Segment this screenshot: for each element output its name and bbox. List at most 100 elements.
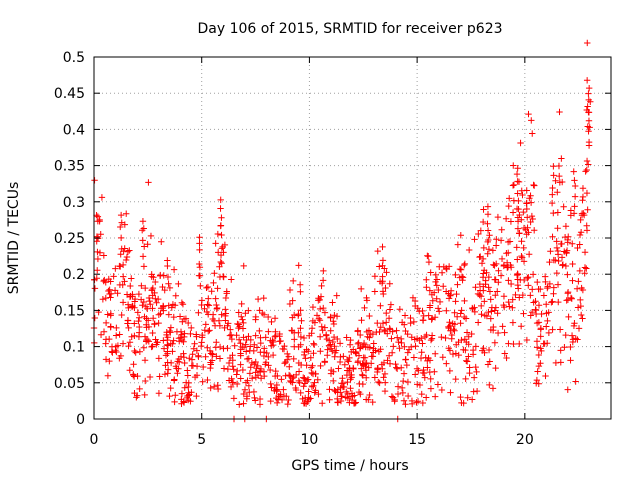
data-point: [484, 203, 492, 210]
data-point: [106, 357, 113, 365]
data-point: [316, 305, 324, 313]
data-point: [428, 332, 436, 339]
data-point: [164, 370, 171, 377]
data-point: [578, 284, 585, 292]
data-point: [139, 237, 146, 244]
data-point: [267, 380, 274, 388]
data-point: [135, 314, 143, 321]
data-point: [344, 356, 351, 364]
data-point: [425, 312, 432, 319]
data-point: [119, 340, 127, 347]
data-point: [382, 327, 389, 335]
y-tick-label: 0.1: [63, 340, 85, 356]
data-point: [549, 184, 556, 192]
data-point: [491, 339, 499, 346]
data-point: [210, 317, 218, 325]
data-point: [402, 356, 409, 363]
data-point: [102, 356, 110, 363]
data-point: [119, 261, 127, 269]
data-point: [517, 139, 524, 147]
data-point: [274, 372, 281, 380]
data-point: [463, 329, 471, 336]
data-point: [520, 208, 527, 216]
data-point: [260, 368, 268, 375]
data-point: [411, 371, 419, 378]
data-point: [463, 357, 470, 364]
data-point: [123, 253, 131, 261]
data-point: [238, 313, 245, 320]
data-point: [480, 206, 487, 213]
data-point: [518, 254, 526, 261]
data-point: [141, 243, 148, 250]
data-point: [191, 340, 198, 347]
data-point: [239, 316, 246, 323]
data-point: [408, 397, 416, 405]
data-point: [514, 178, 521, 185]
data-point: [128, 333, 135, 340]
data-point: [431, 314, 439, 321]
data-point: [229, 357, 236, 364]
data-point: [218, 245, 226, 252]
data-point: [413, 399, 420, 406]
data-point: [216, 322, 224, 329]
data-point: [285, 353, 292, 360]
data-point: [485, 284, 492, 291]
data-point: [568, 332, 576, 339]
data-point: [176, 313, 184, 320]
data-point: [564, 239, 571, 246]
data-point: [117, 234, 125, 242]
data-point: [262, 334, 269, 341]
data-point: [529, 130, 536, 137]
data-point: [163, 328, 170, 336]
data-point: [185, 389, 192, 396]
data-point: [520, 258, 528, 265]
data-point: [283, 393, 290, 400]
data-point: [239, 343, 246, 351]
data-point: [348, 374, 355, 381]
data-point: [300, 374, 307, 381]
data-point: [124, 301, 132, 308]
data-point: [428, 291, 436, 298]
data-point: [317, 293, 325, 300]
data-point: [131, 332, 138, 340]
data-point: [518, 252, 525, 260]
data-point: [450, 326, 457, 333]
data-point: [553, 244, 561, 252]
data-point: [186, 355, 193, 362]
data-point: [242, 341, 249, 348]
data-point: [284, 350, 291, 358]
data-point: [343, 371, 351, 379]
data-point: [210, 279, 217, 287]
data-point: [464, 394, 471, 401]
data-point: [290, 355, 297, 363]
data-point: [490, 261, 497, 268]
data-point: [164, 262, 171, 270]
data-point: [533, 319, 541, 327]
data-point: [357, 331, 364, 339]
data-point: [350, 400, 358, 407]
data-point: [142, 377, 149, 385]
data-point: [347, 385, 354, 392]
data-point: [228, 375, 235, 383]
data-point: [319, 400, 326, 407]
data-point: [509, 304, 516, 311]
data-point: [477, 227, 485, 234]
data-point: [224, 320, 232, 327]
data-point: [435, 308, 443, 315]
data-point: [102, 319, 110, 327]
data-point: [256, 307, 263, 314]
data-point: [543, 301, 550, 308]
data-point: [518, 216, 525, 223]
data-point: [438, 333, 445, 341]
data-point: [235, 336, 243, 343]
data-point: [138, 282, 145, 289]
data-point: [348, 390, 356, 397]
data-point: [535, 351, 542, 359]
data-point: [440, 283, 447, 290]
data-point: [246, 370, 254, 377]
data-point: [425, 253, 432, 260]
data-point: [193, 363, 201, 370]
data-point: [388, 335, 395, 342]
data-point: [497, 237, 505, 244]
data-point: [252, 332, 259, 339]
